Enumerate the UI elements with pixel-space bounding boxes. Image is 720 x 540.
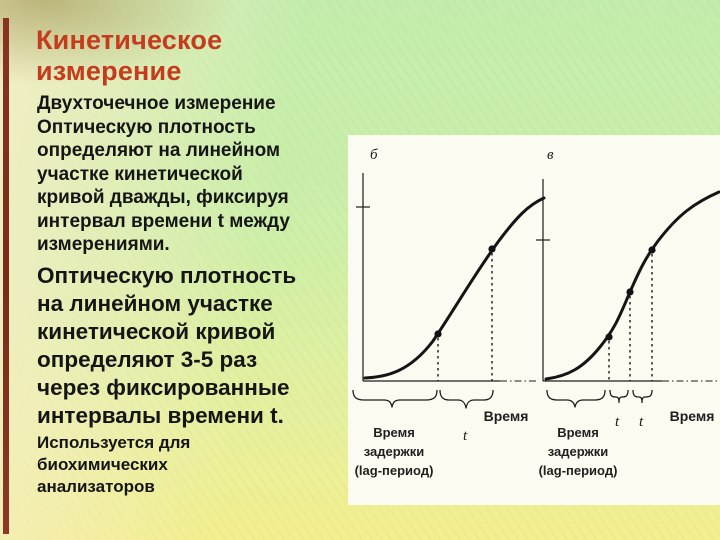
paragraph-usage-note: Используется для биохимических анализато… bbox=[37, 432, 190, 498]
lag-period-brace-b bbox=[352, 389, 438, 408]
slide-title: Кинетическое измерение bbox=[36, 25, 222, 87]
measure-point bbox=[605, 333, 613, 341]
text-line: определяют на линейном bbox=[37, 140, 281, 161]
measure-point bbox=[434, 330, 442, 338]
panel-label-v: в bbox=[547, 147, 554, 163]
lag-label-line: задержки bbox=[548, 444, 609, 459]
paragraph-multi-point-measurement: Оптическую плотность на линейном участке… bbox=[37, 262, 296, 430]
lag-label-line: Время bbox=[557, 425, 599, 440]
text-line: кинетической кривой bbox=[37, 319, 276, 344]
interval-brace-v1 bbox=[609, 389, 629, 404]
text-line: Используется для bbox=[37, 433, 191, 452]
kinetic-curves-figure: б Время задержки (lag-период) t Время bbox=[348, 135, 720, 505]
panel-b-two-point: б Время задержки (lag-период) t Время bbox=[352, 147, 546, 478]
text-line: определяют 3-5 раз bbox=[37, 347, 258, 372]
panel-label-b: б bbox=[370, 147, 378, 163]
text-line: Двухточечное измерение bbox=[37, 93, 276, 114]
measure-point bbox=[488, 245, 496, 253]
measure-point bbox=[626, 288, 634, 296]
lag-label-line: (lag-период) bbox=[355, 463, 434, 478]
time-axis-label-b: Время bbox=[484, 408, 529, 424]
panel-v-multi-point: в Время задержки (lag-период) t t bbox=[536, 147, 720, 478]
text-line: на линейном участке bbox=[37, 291, 273, 316]
text-line: Оптическую плотность bbox=[37, 116, 256, 138]
text-line: измерениями. bbox=[37, 234, 170, 255]
interval-t-label: t bbox=[639, 414, 644, 430]
interval-brace-b bbox=[439, 389, 494, 409]
text-line: через фиксированные bbox=[37, 375, 290, 400]
title-line: Кинетическое bbox=[36, 25, 223, 55]
kinetic-curves-svg: б Время задержки (lag-период) t Время bbox=[352, 147, 720, 478]
lag-label-line: задержки bbox=[364, 444, 425, 459]
text-line: Оптическую плотность bbox=[37, 263, 297, 288]
paragraph-two-point-measurement: Двухточечное измерение Оптическую плотно… bbox=[37, 92, 290, 257]
left-border-strip bbox=[3, 18, 9, 534]
text-line: анализаторов bbox=[37, 477, 155, 496]
lag-label-line: Время bbox=[373, 425, 415, 440]
lag-period-brace-v bbox=[546, 389, 606, 408]
text-line: кривой дважды, фиксируя bbox=[37, 187, 289, 208]
kinetic-curve-v bbox=[544, 190, 720, 381]
time-axis-label-v: Время bbox=[670, 408, 715, 424]
interval-t-label: t bbox=[615, 414, 620, 430]
text-line: интервалы времени t. bbox=[37, 403, 284, 428]
interval-t-label: t bbox=[463, 428, 468, 444]
lag-label-line: (lag-период) bbox=[539, 463, 618, 478]
interval-brace-v2 bbox=[632, 389, 653, 404]
measure-point bbox=[648, 246, 656, 254]
title-line: измерение bbox=[36, 56, 182, 86]
text-line: биохимических bbox=[37, 455, 168, 474]
kinetic-curve-b bbox=[363, 196, 546, 380]
text-line: интервал времени t между bbox=[37, 210, 290, 232]
text-line: участке кинетической bbox=[37, 163, 243, 185]
